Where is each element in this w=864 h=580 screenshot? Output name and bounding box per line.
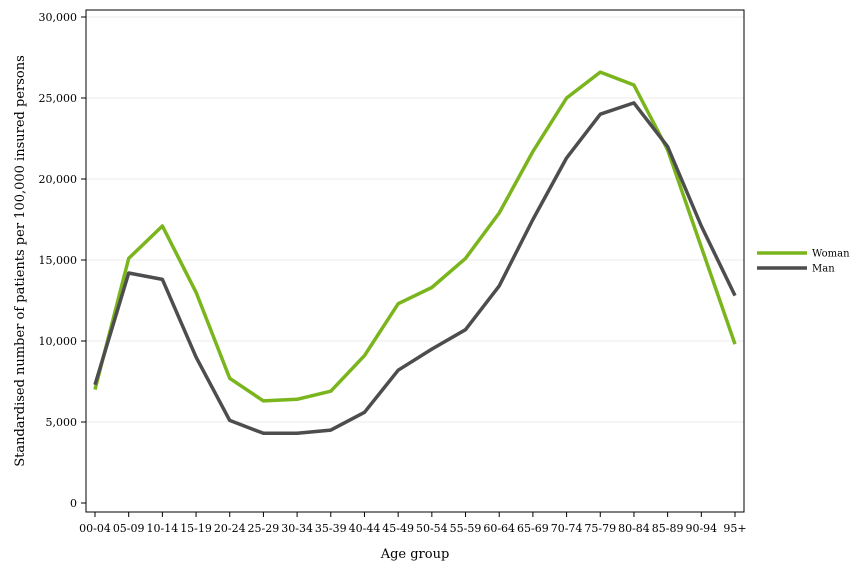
x-tick-label: 10-14 [147,522,179,535]
y-tick-label: 0 [70,497,77,510]
x-tick-label: 85-89 [652,522,684,535]
axis-layer: 0 5,000 10,000 15,000 20,000 25,000 30,000 00-0… [39,10,747,535]
plot-frame [86,10,744,512]
y-tick-label: 5,000 [46,416,78,429]
y-tick-label: 20,000 [39,173,78,186]
x-tick-label: 95+ [723,522,746,535]
x-tick-label: 30-34 [281,522,313,535]
x-tick-label: 65-69 [517,522,549,535]
y-tick-label: 25,000 [39,92,78,105]
series-line-man [95,103,735,433]
x-tick-label: 80-84 [618,522,650,535]
series-line-woman [95,72,735,401]
x-tick-label: 60-64 [483,522,515,535]
legend: Woman Man [757,249,850,275]
x-tick-label: 00-04 [79,522,111,535]
x-tick-label: 75-79 [584,522,616,535]
x-tick-label: 40-44 [349,522,381,535]
y-tick-label: 10,000 [39,335,78,348]
series-layer [95,72,735,433]
x-tick-label: 50-54 [416,522,448,535]
y-tick-label: 15,000 [39,254,78,267]
x-tick-label: 70-74 [551,522,583,535]
x-tick-label: 35-39 [315,522,347,535]
legend-label-woman: Woman [812,249,850,260]
x-tick-label: 45-49 [382,522,414,535]
x-tick-label: 05-09 [113,522,145,535]
x-tick-label: 55-59 [450,522,482,535]
y-tick-label: 30,000 [39,11,78,24]
legend-label-man: Man [812,264,835,275]
y-axis-title: Standardised number of patients per 100,… [13,55,28,467]
x-tick-label: 25-29 [248,522,280,535]
x-tick-label: 90-94 [685,522,717,535]
x-tick-label: 15-19 [180,522,212,535]
x-axis-title: Age group [380,547,450,562]
x-tick-label: 20-24 [214,522,246,535]
